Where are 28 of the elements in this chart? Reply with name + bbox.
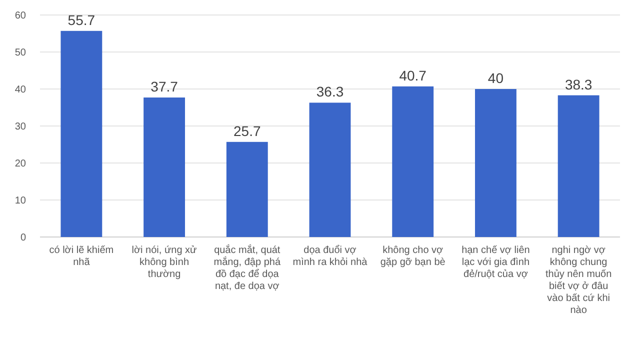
- x-tick-label: quắc mắt, quát mắng, đập phá đồ đạc để dọa nạt, đe dọa vợ: [214, 244, 281, 292]
- x-tick-label: hạn chế vợ liên lạc với gia đình đẻ/ruột của vợ: [462, 245, 530, 280]
- x-tick-label: dọa đuổi vợ mình ra khỏi nhà: [292, 244, 368, 268]
- y-tick-label: 10: [14, 196, 26, 206]
- data-label: 38.3: [564, 76, 592, 92]
- x-tick-label: lời nói, ứng xử không bình thường: [132, 245, 198, 280]
- bar: [144, 98, 185, 237]
- data-label: 37.7: [150, 78, 178, 95]
- y-tick-label: 50: [14, 48, 26, 58]
- data-label: 40: [488, 70, 504, 86]
- y-tick-label: 30: [14, 122, 26, 132]
- data-label: 40.7: [399, 67, 427, 84]
- data-label: 55.7: [68, 12, 96, 28]
- x-tick-label: nghi ngờ vợ không chung thủy nên muốn biết vợ ở đâu vào bất cứ khi nào: [545, 245, 612, 316]
- y-tick-label: 0: [20, 232, 26, 244]
- y-tick-label: 60: [14, 10, 26, 22]
- bar: [226, 142, 268, 237]
- y-tick-label: 20: [14, 158, 26, 170]
- y-tick-label: 40: [14, 84, 26, 96]
- bar: [309, 102, 351, 237]
- bar: [392, 86, 434, 237]
- data-label: 25.7: [234, 122, 261, 139]
- data-label: 36.3: [316, 84, 344, 100]
- x-tick-label: có lời lẽ khiếm nhã: [49, 245, 114, 268]
- bar: [558, 95, 600, 237]
- bar: [60, 30, 102, 237]
- x-tick-label: không cho vợ gặp gỡ bạn bè: [380, 245, 446, 268]
- bar: [475, 89, 516, 237]
